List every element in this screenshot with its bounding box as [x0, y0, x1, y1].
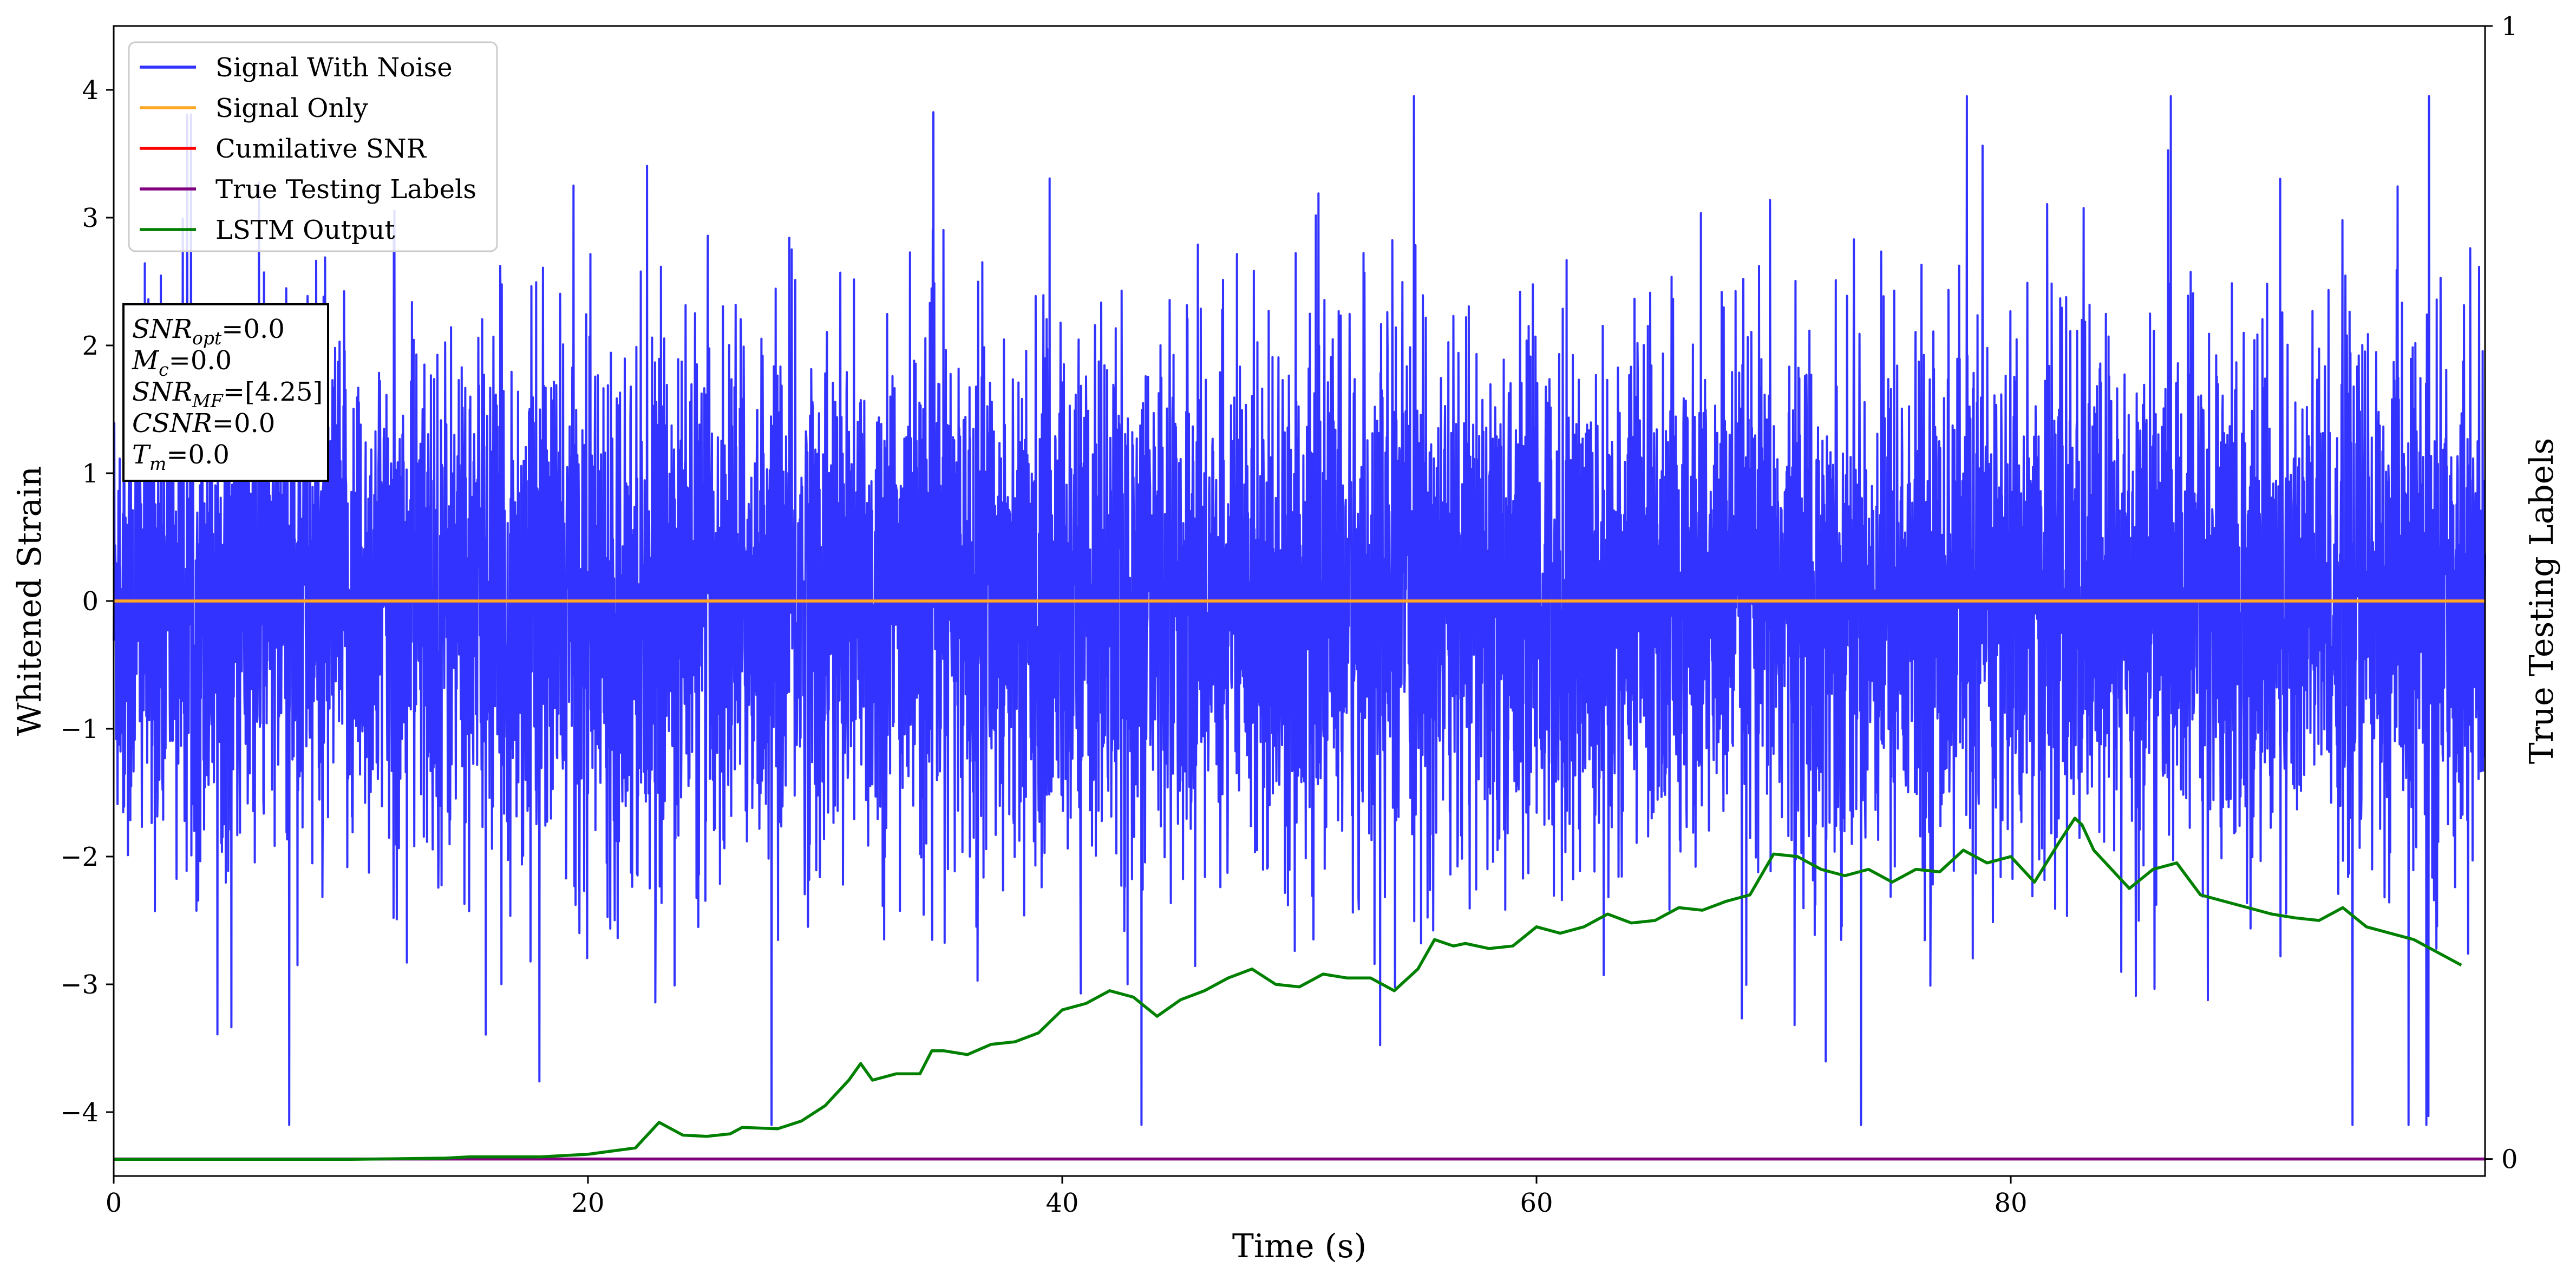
x-tick-label: 80: [1994, 1188, 2027, 1218]
y-tick-label: 4: [82, 75, 99, 106]
y-tick-label: −1: [60, 714, 99, 744]
y-tick-label: 2: [82, 331, 99, 361]
series-signal-with-noise: [113, 95, 2486, 1126]
annotation-line: SNRMF=[4.25]: [132, 377, 323, 411]
x-tick-label: 0: [106, 1188, 122, 1218]
series-lines: [114, 599, 2485, 1161]
annotation-line: CSNR=0.0: [132, 408, 275, 439]
legend-label: Cumilative SNR: [215, 134, 427, 164]
legend-label: True Testing Labels: [215, 174, 476, 205]
legend-label: Signal With Noise: [215, 53, 453, 83]
legend-frame: [128, 41, 498, 252]
x-tick-label: 20: [571, 1188, 604, 1218]
x-axis-title: Time (s): [1232, 1227, 1367, 1265]
series-lstm-output: [114, 816, 2462, 1161]
legend-label: LSTM Output: [215, 215, 395, 245]
annotation-line: SNRopt=0.0: [132, 314, 285, 349]
y-tick-label: −3: [60, 970, 99, 1000]
x-tick-label: 40: [1045, 1188, 1078, 1218]
y-axis-title: Whitened Strain: [11, 466, 49, 736]
legend-label: Signal Only: [215, 93, 368, 123]
y-tick-label: −4: [60, 1097, 99, 1128]
metrics-annotation-box: SNRopt=0.0Mc=0.0SNRMF=[4.25]CSNR=0.0Tm=0…: [122, 303, 329, 482]
y-tick-label: 0: [82, 586, 99, 617]
legend: Signal With Noise Signal Only Cumilative S…: [128, 41, 498, 252]
annotation-line: Tm=0.0: [132, 440, 230, 474]
y-tick-label: 3: [82, 203, 99, 233]
y2-tick-label: 1: [2501, 11, 2518, 42]
annotation-frame: [122, 303, 329, 482]
y2-axis-title: True Testing Labels: [2523, 438, 2561, 765]
y-tick-label: 1: [82, 459, 99, 489]
x-tick-label: 60: [1520, 1188, 1553, 1218]
annotation-line: Mc=0.0: [132, 345, 232, 380]
y-tick-label: −2: [60, 842, 99, 872]
y2-tick-label: 0: [2501, 1145, 2518, 1175]
signal-with-noise-layer: [113, 95, 2486, 1126]
